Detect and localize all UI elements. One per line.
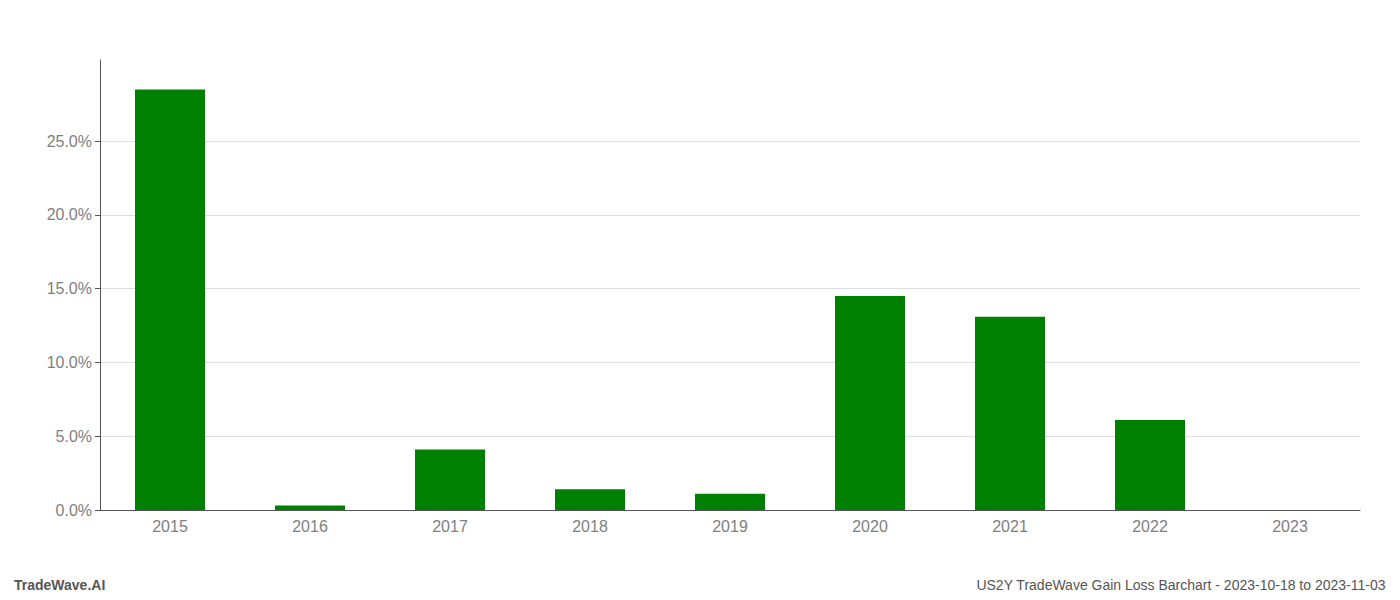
svg-text:20.0%: 20.0%	[47, 206, 92, 223]
svg-text:2015: 2015	[152, 518, 188, 535]
svg-text:2022: 2022	[1132, 518, 1168, 535]
svg-text:5.0%: 5.0%	[56, 428, 92, 445]
svg-text:2021: 2021	[992, 518, 1028, 535]
svg-text:25.0%: 25.0%	[47, 133, 92, 150]
svg-text:US2Y TradeWave Gain Loss Barch: US2Y TradeWave Gain Loss Barchart - 2023…	[976, 577, 1385, 593]
svg-text:2016: 2016	[292, 518, 328, 535]
svg-text:2019: 2019	[712, 518, 748, 535]
svg-text:10.0%: 10.0%	[47, 354, 92, 371]
svg-text:2017: 2017	[432, 518, 468, 535]
svg-text:2023: 2023	[1272, 518, 1308, 535]
svg-text:0.0%: 0.0%	[56, 502, 92, 519]
svg-text:15.0%: 15.0%	[47, 280, 92, 297]
svg-text:2018: 2018	[572, 518, 608, 535]
svg-text:TradeWave.AI: TradeWave.AI	[14, 577, 105, 593]
svg-text:2020: 2020	[852, 518, 888, 535]
